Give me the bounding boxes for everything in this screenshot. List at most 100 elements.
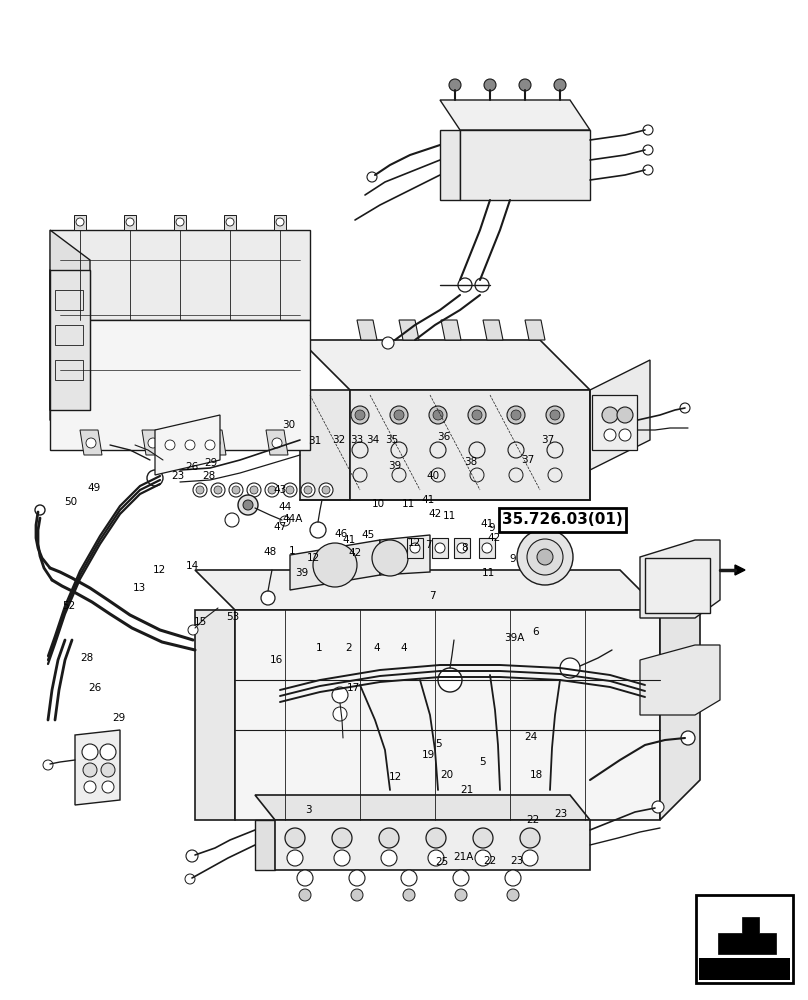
Circle shape bbox=[268, 486, 276, 494]
Circle shape bbox=[522, 850, 538, 866]
Text: 19: 19 bbox=[422, 750, 435, 760]
Circle shape bbox=[617, 407, 633, 423]
Bar bbox=[700, 958, 790, 980]
Polygon shape bbox=[50, 320, 310, 450]
Bar bbox=[645, 558, 710, 613]
Polygon shape bbox=[441, 320, 461, 340]
Circle shape bbox=[186, 850, 198, 862]
Bar bbox=[499, 508, 626, 532]
Circle shape bbox=[285, 828, 305, 848]
Polygon shape bbox=[195, 610, 235, 820]
Circle shape bbox=[453, 870, 469, 886]
Circle shape bbox=[86, 438, 96, 448]
Circle shape bbox=[517, 529, 573, 585]
Polygon shape bbox=[718, 917, 776, 954]
Text: 46: 46 bbox=[335, 529, 347, 539]
Text: 9: 9 bbox=[510, 554, 516, 564]
Text: 22: 22 bbox=[527, 815, 540, 825]
Circle shape bbox=[287, 850, 303, 866]
Circle shape bbox=[261, 591, 275, 605]
Bar bbox=[696, 895, 793, 983]
Text: 6: 6 bbox=[532, 627, 539, 637]
Text: 23: 23 bbox=[554, 809, 567, 819]
Text: 28: 28 bbox=[203, 471, 216, 481]
Circle shape bbox=[619, 429, 631, 441]
Circle shape bbox=[280, 516, 290, 526]
Circle shape bbox=[475, 850, 491, 866]
Polygon shape bbox=[357, 320, 377, 340]
Circle shape bbox=[394, 410, 404, 420]
Text: 31: 31 bbox=[309, 436, 322, 446]
Circle shape bbox=[272, 438, 282, 448]
Text: 41: 41 bbox=[343, 535, 356, 545]
Circle shape bbox=[247, 483, 261, 497]
Circle shape bbox=[403, 889, 415, 901]
Text: 5: 5 bbox=[436, 739, 442, 749]
Polygon shape bbox=[380, 535, 430, 575]
Text: 1: 1 bbox=[316, 643, 322, 653]
Text: 49: 49 bbox=[87, 483, 100, 493]
Circle shape bbox=[458, 278, 472, 292]
Bar bbox=[592, 395, 637, 450]
Circle shape bbox=[297, 870, 313, 886]
Circle shape bbox=[507, 406, 525, 424]
Circle shape bbox=[680, 403, 690, 413]
Text: 2: 2 bbox=[346, 643, 352, 653]
Bar bbox=[224, 215, 236, 230]
Circle shape bbox=[482, 543, 492, 553]
Circle shape bbox=[372, 540, 408, 576]
Circle shape bbox=[381, 850, 397, 866]
Polygon shape bbox=[350, 390, 590, 500]
Polygon shape bbox=[290, 540, 380, 590]
Circle shape bbox=[214, 486, 222, 494]
Circle shape bbox=[550, 410, 560, 420]
Circle shape bbox=[519, 79, 531, 91]
Text: 26: 26 bbox=[89, 683, 102, 693]
Text: 37: 37 bbox=[541, 435, 554, 445]
Text: 42: 42 bbox=[349, 548, 362, 558]
Circle shape bbox=[76, 218, 84, 226]
Circle shape bbox=[473, 828, 493, 848]
Polygon shape bbox=[275, 820, 590, 870]
Polygon shape bbox=[50, 230, 90, 450]
Polygon shape bbox=[50, 230, 310, 320]
Circle shape bbox=[351, 889, 363, 901]
Text: 35: 35 bbox=[385, 435, 398, 445]
Circle shape bbox=[126, 218, 134, 226]
Text: 29: 29 bbox=[204, 458, 217, 468]
Text: 26: 26 bbox=[185, 462, 198, 472]
Circle shape bbox=[276, 218, 284, 226]
Circle shape bbox=[313, 543, 357, 587]
Circle shape bbox=[188, 625, 198, 635]
Circle shape bbox=[333, 707, 347, 721]
Polygon shape bbox=[300, 340, 590, 390]
Circle shape bbox=[226, 218, 234, 226]
Circle shape bbox=[511, 410, 521, 420]
Text: 17: 17 bbox=[347, 683, 360, 693]
Circle shape bbox=[100, 744, 116, 760]
Text: 28: 28 bbox=[80, 653, 93, 663]
Text: 22: 22 bbox=[483, 856, 496, 866]
Circle shape bbox=[196, 486, 204, 494]
Polygon shape bbox=[255, 795, 590, 820]
Circle shape bbox=[205, 440, 215, 450]
Polygon shape bbox=[142, 430, 164, 455]
Circle shape bbox=[546, 406, 564, 424]
Text: 12: 12 bbox=[408, 538, 421, 548]
Text: 43: 43 bbox=[274, 485, 287, 495]
Polygon shape bbox=[266, 430, 288, 455]
Polygon shape bbox=[640, 540, 720, 618]
Text: 40: 40 bbox=[427, 471, 440, 481]
Text: 32: 32 bbox=[332, 435, 345, 445]
Circle shape bbox=[426, 828, 446, 848]
Text: 7: 7 bbox=[429, 591, 436, 601]
Circle shape bbox=[507, 889, 519, 901]
Text: 23: 23 bbox=[511, 856, 524, 866]
Circle shape bbox=[250, 486, 258, 494]
Circle shape bbox=[102, 781, 114, 793]
Circle shape bbox=[238, 495, 258, 515]
Circle shape bbox=[185, 440, 195, 450]
Circle shape bbox=[301, 483, 315, 497]
Bar bbox=[55, 325, 83, 345]
Circle shape bbox=[560, 658, 580, 678]
